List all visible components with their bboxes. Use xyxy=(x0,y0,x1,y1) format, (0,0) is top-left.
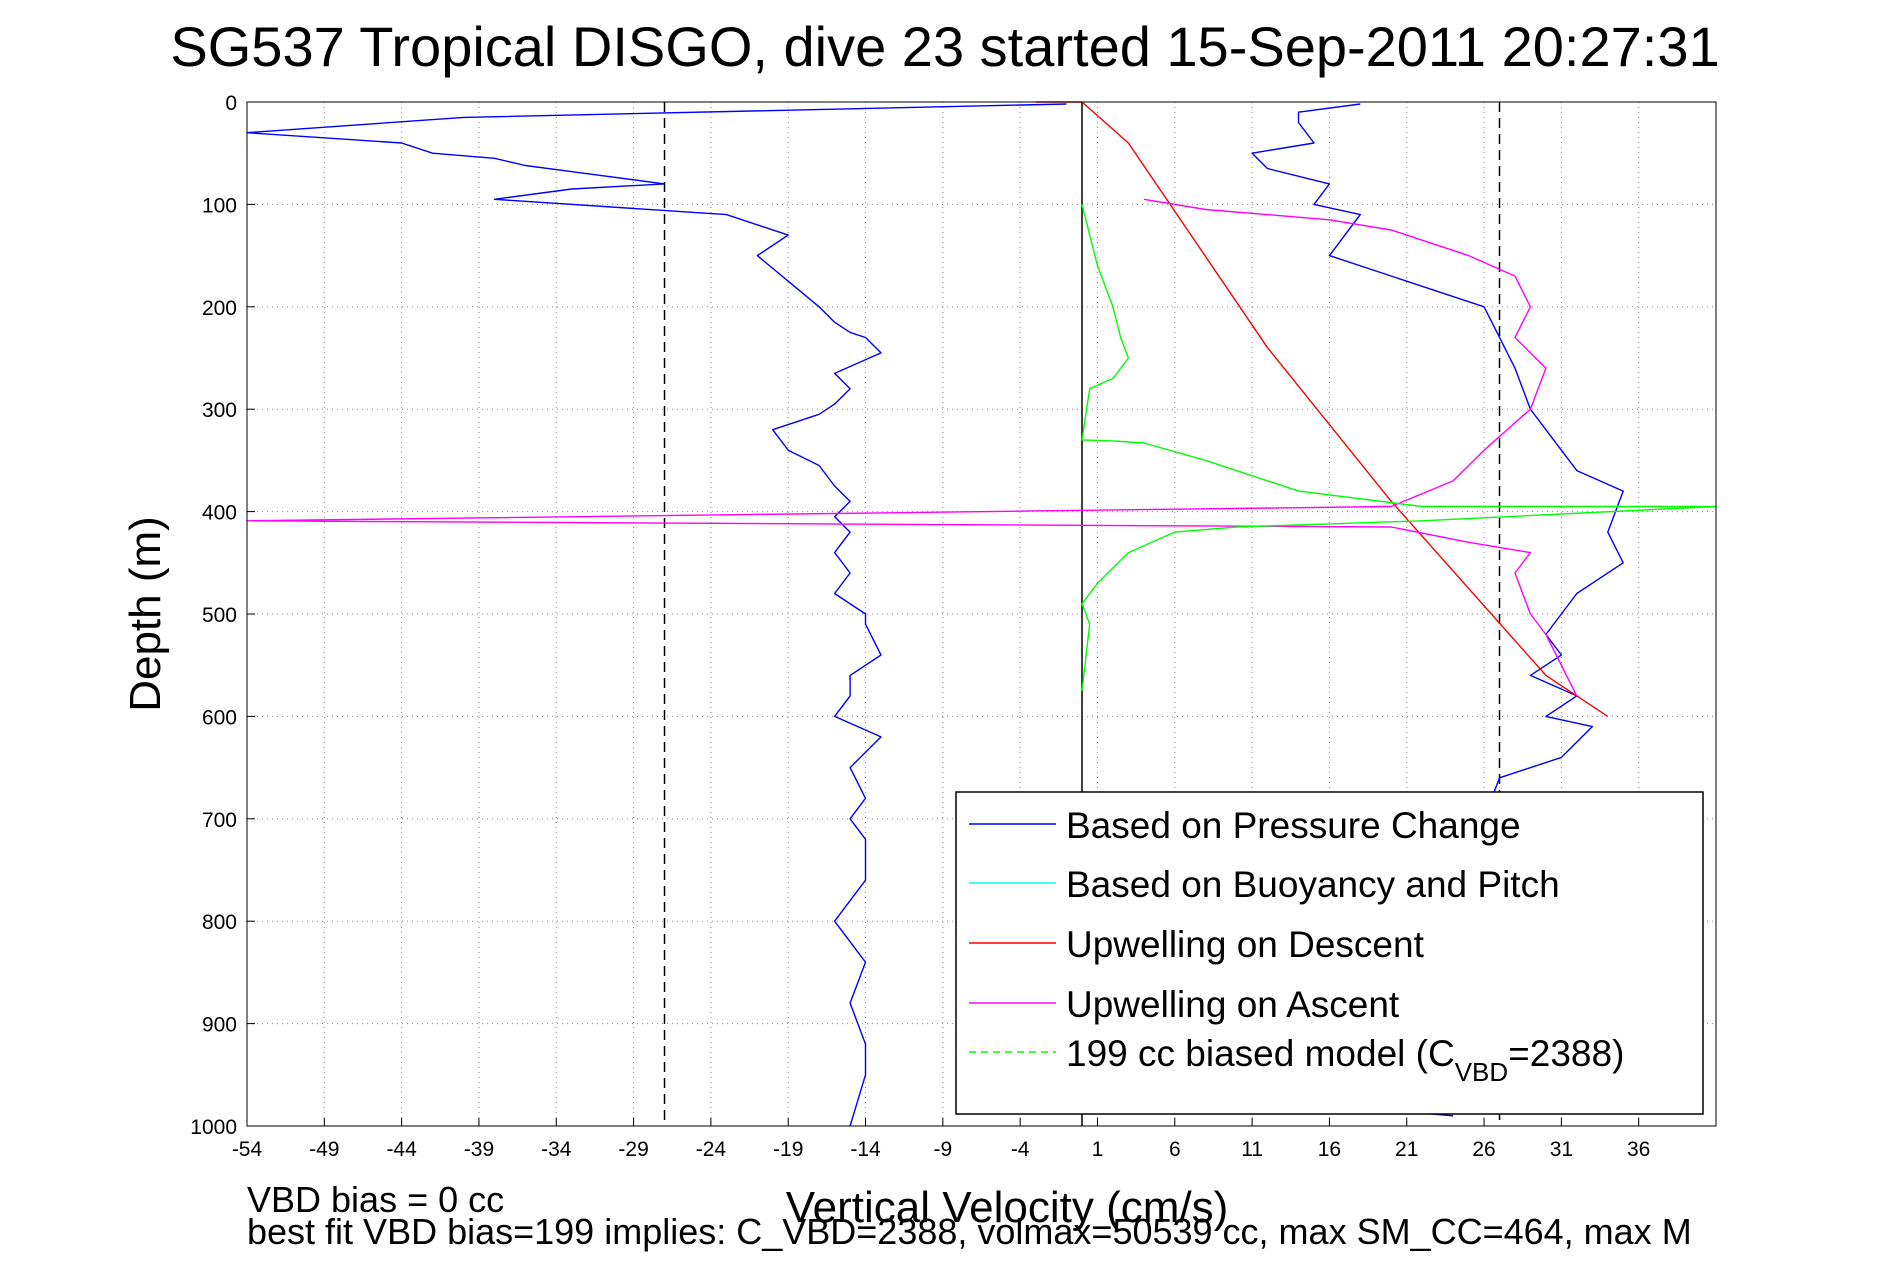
legend-box xyxy=(955,791,1704,1115)
y-tick-label: 300 xyxy=(202,399,237,422)
y-tick-label: 600 xyxy=(202,706,237,729)
legend-label: Upwelling on Descent xyxy=(1066,924,1425,965)
x-tick-label: 1 xyxy=(1092,1138,1104,1161)
series-line-4 xyxy=(246,198,1578,697)
y-axis-ticks: 0 100 200 300 400 500 600 700 800 900 1000 xyxy=(190,92,255,1139)
x-tick-label: 26 xyxy=(1472,1138,1495,1161)
x-tick-label: 21 xyxy=(1395,1138,1418,1161)
y-tick-label: 100 xyxy=(202,194,237,217)
x-axis-ticks: -54 -49 -44 -39 -34 -29 -24 -19 -14 -9 -4 1 6 11 16 21 2… xyxy=(232,1118,1650,1161)
y-tick-label: 800 xyxy=(202,911,237,934)
x-tick-label: -9 xyxy=(933,1138,952,1161)
series-line-0 xyxy=(246,103,1067,1127)
y-tick-label: 700 xyxy=(202,809,237,832)
x-tick-label: -24 xyxy=(696,1138,727,1161)
legend: Based on Pressure Change Based on Buoyanc… xyxy=(955,791,1704,1115)
y-tick-label: 500 xyxy=(202,604,237,627)
chart-title: SG537 Tropical DISGO, dive 23 started 15… xyxy=(170,15,1719,78)
x-tick-label: -19 xyxy=(773,1138,803,1161)
x-tick-label: 16 xyxy=(1318,1138,1341,1161)
x-tick-label: -49 xyxy=(309,1138,339,1161)
x-tick-label: 31 xyxy=(1550,1138,1573,1161)
footnote-line-1: VBD bias = 0 cc xyxy=(247,1179,504,1220)
legend-label: Based on Buoyancy and Pitch xyxy=(1066,864,1560,905)
y-tick-label: 900 xyxy=(202,1014,237,1037)
x-tick-label: 11 xyxy=(1241,1138,1263,1161)
y-axis-label: Depth (m) xyxy=(121,516,170,712)
y-tick-label: 0 xyxy=(225,92,237,115)
x-tick-label: -29 xyxy=(618,1138,648,1161)
x-tick-label: -44 xyxy=(386,1138,417,1161)
x-tick-label: -34 xyxy=(541,1138,572,1161)
x-tick-label: 6 xyxy=(1169,1138,1181,1161)
x-tick-label: -54 xyxy=(232,1138,263,1161)
legend-label: Based on Pressure Change xyxy=(1066,805,1521,846)
x-tick-label: -4 xyxy=(1011,1138,1030,1161)
y-tick-label: 1000 xyxy=(190,1116,237,1139)
footnote-line-2: best fit VBD bias=199 implies: C_VBD=238… xyxy=(247,1211,1692,1252)
y-tick-label: 400 xyxy=(202,502,237,525)
grid-lines xyxy=(246,101,1716,1127)
series-line-5 xyxy=(1081,204,1717,691)
x-axis-label: Vertical Velocity (cm/s) xyxy=(786,1183,1229,1232)
x-tick-label: 36 xyxy=(1627,1138,1650,1161)
y-tick-label: 200 xyxy=(202,297,237,320)
x-tick-label: -39 xyxy=(464,1138,494,1161)
x-tick-label: -14 xyxy=(850,1138,881,1161)
legend-label: Upwelling on Ascent xyxy=(1066,984,1400,1025)
